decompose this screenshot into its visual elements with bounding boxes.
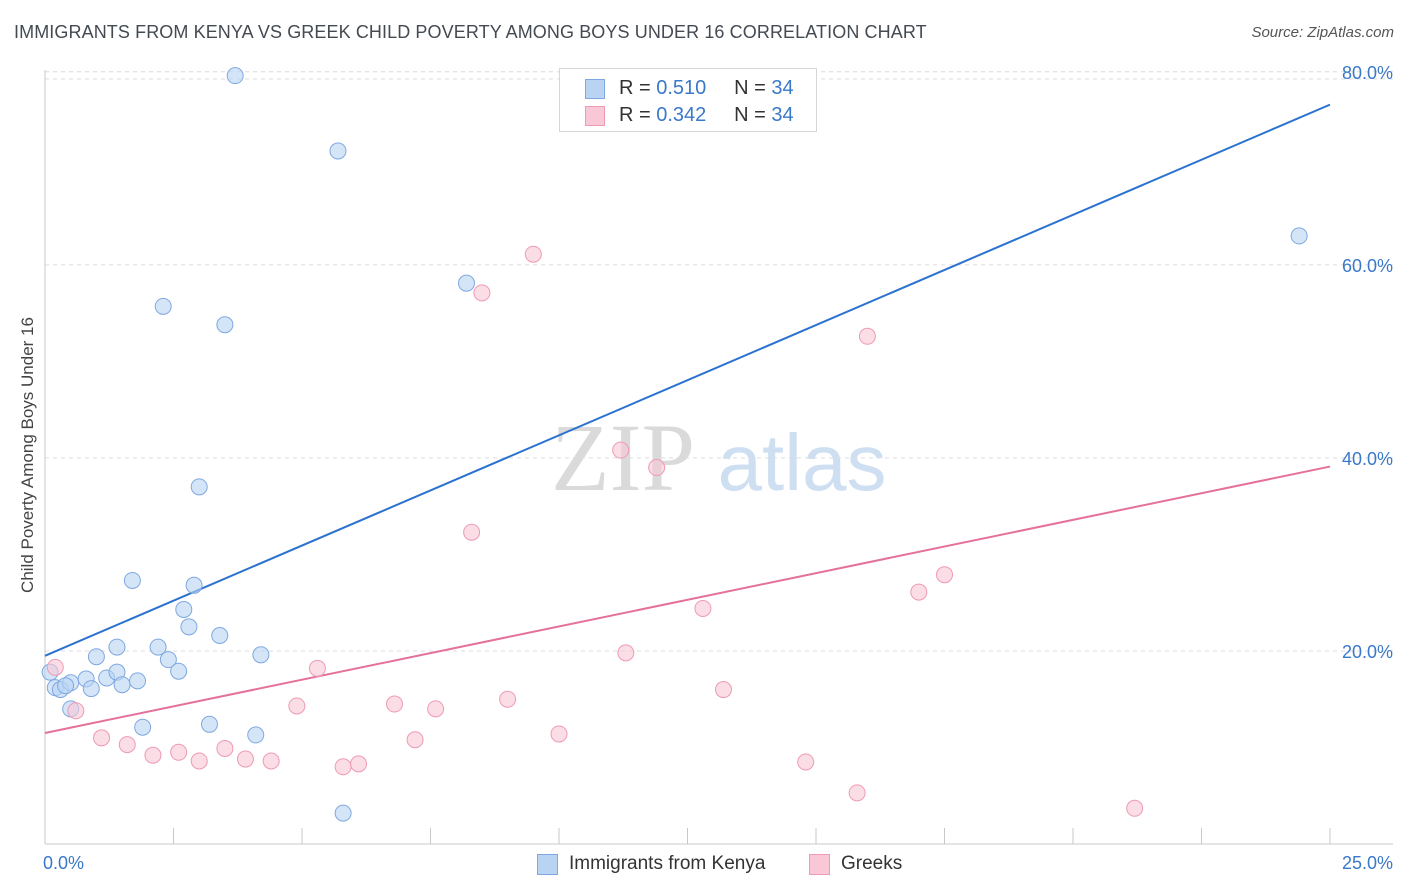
kenya-point: [57, 677, 75, 695]
r-value: 0.510: [656, 77, 707, 99]
kenya-point: [216, 316, 234, 334]
kenya-point: [159, 651, 177, 669]
kenya-point: [170, 662, 188, 680]
greeks-point: [216, 739, 234, 757]
kenya-point: [154, 297, 172, 315]
kenya-swatch: [585, 79, 605, 99]
kenya-point: [123, 571, 141, 589]
n-label: N =: [734, 104, 766, 126]
greeks-point: [236, 750, 254, 768]
kenya-point: [149, 638, 167, 656]
greeks-point: [797, 753, 815, 771]
kenya-trend-line: [44, 103, 1331, 657]
kenya-point: [185, 576, 203, 594]
kenya-point: [200, 715, 218, 733]
kenya-point: [82, 680, 100, 698]
greeks-point: [288, 697, 306, 715]
greeks-point: [473, 284, 491, 302]
kenya-point: [334, 804, 352, 822]
kenya-point: [226, 67, 244, 85]
greeks-swatch: [585, 106, 605, 126]
x-tick-label: 25.0%: [1342, 853, 1393, 873]
greeks-point: [190, 752, 208, 770]
greeks-point: [648, 459, 666, 477]
kenya-point: [1290, 227, 1308, 245]
greeks-point: [936, 566, 953, 584]
y-tick-label: 60.0%: [1342, 256, 1393, 276]
greeks-point: [427, 700, 445, 718]
r-label: R =: [619, 104, 651, 126]
greeks-point: [144, 746, 162, 764]
n-value: 34: [771, 104, 794, 126]
greeks-point: [550, 725, 568, 743]
greeks-point: [46, 658, 64, 676]
chart-title: IMMIGRANTS FROM KENYA VS GREEK CHILD POV…: [14, 22, 927, 42]
greeks-point: [463, 523, 481, 541]
greeks-trend-line: [44, 465, 1331, 734]
kenya-point: [87, 648, 105, 666]
kenya-point: [190, 478, 208, 496]
greeks-point: [262, 752, 280, 770]
y-tick-label: 20.0%: [1342, 642, 1393, 662]
greeks-point: [910, 583, 928, 601]
r-label: R =: [619, 77, 651, 99]
kenya-point: [129, 672, 147, 690]
legend-label: Immigrants from Kenya: [569, 853, 766, 874]
stats-legend: R = 0.510 N = 34 R = 0.342 N = 34: [559, 68, 817, 132]
kenya-point: [113, 676, 131, 694]
greeks-point: [386, 695, 404, 713]
greeks-point: [406, 731, 424, 749]
greeks-point: [848, 784, 866, 802]
greeks-point: [612, 441, 630, 459]
x-tick-label: 0.0%: [43, 853, 84, 873]
kenya-point: [252, 646, 270, 664]
kenya-point: [175, 600, 193, 618]
greeks-point: [93, 729, 111, 747]
greeks-point: [67, 702, 85, 720]
kenya-point: [247, 726, 265, 744]
kenya-point: [180, 618, 198, 636]
greeks-point: [334, 758, 352, 776]
kenya-legend-swatch: [537, 854, 558, 875]
r-value: 0.342: [656, 104, 707, 126]
greeks-legend-swatch: [809, 854, 830, 875]
kenya-point: [134, 718, 152, 736]
legend-label: Greeks: [841, 853, 903, 874]
kenya-point: [108, 638, 126, 656]
greeks-point: [350, 755, 368, 773]
y-tick-label: 80.0%: [1342, 63, 1393, 83]
greeks-point: [499, 690, 517, 708]
greeks-point: [308, 659, 326, 677]
greeks-point: [714, 681, 732, 699]
greeks-point: [694, 599, 712, 617]
greeks-point: [617, 644, 635, 662]
svg-text:atlas: atlas: [718, 418, 887, 507]
y-axis-label: Child Poverty Among Boys Under 16: [18, 317, 37, 593]
greeks-point: [170, 743, 188, 761]
greeks-point: [1126, 799, 1144, 817]
kenya-point: [457, 274, 475, 292]
n-value: 34: [771, 77, 794, 99]
greeks-point: [858, 327, 876, 345]
source-credit: Source: ZipAtlas.com: [1251, 24, 1394, 41]
greeks-point: [524, 245, 542, 263]
n-label: N =: [734, 77, 766, 99]
kenya-point: [211, 627, 229, 645]
greeks-point: [118, 736, 136, 754]
y-tick-label: 40.0%: [1342, 449, 1393, 469]
kenya-point: [329, 142, 347, 160]
